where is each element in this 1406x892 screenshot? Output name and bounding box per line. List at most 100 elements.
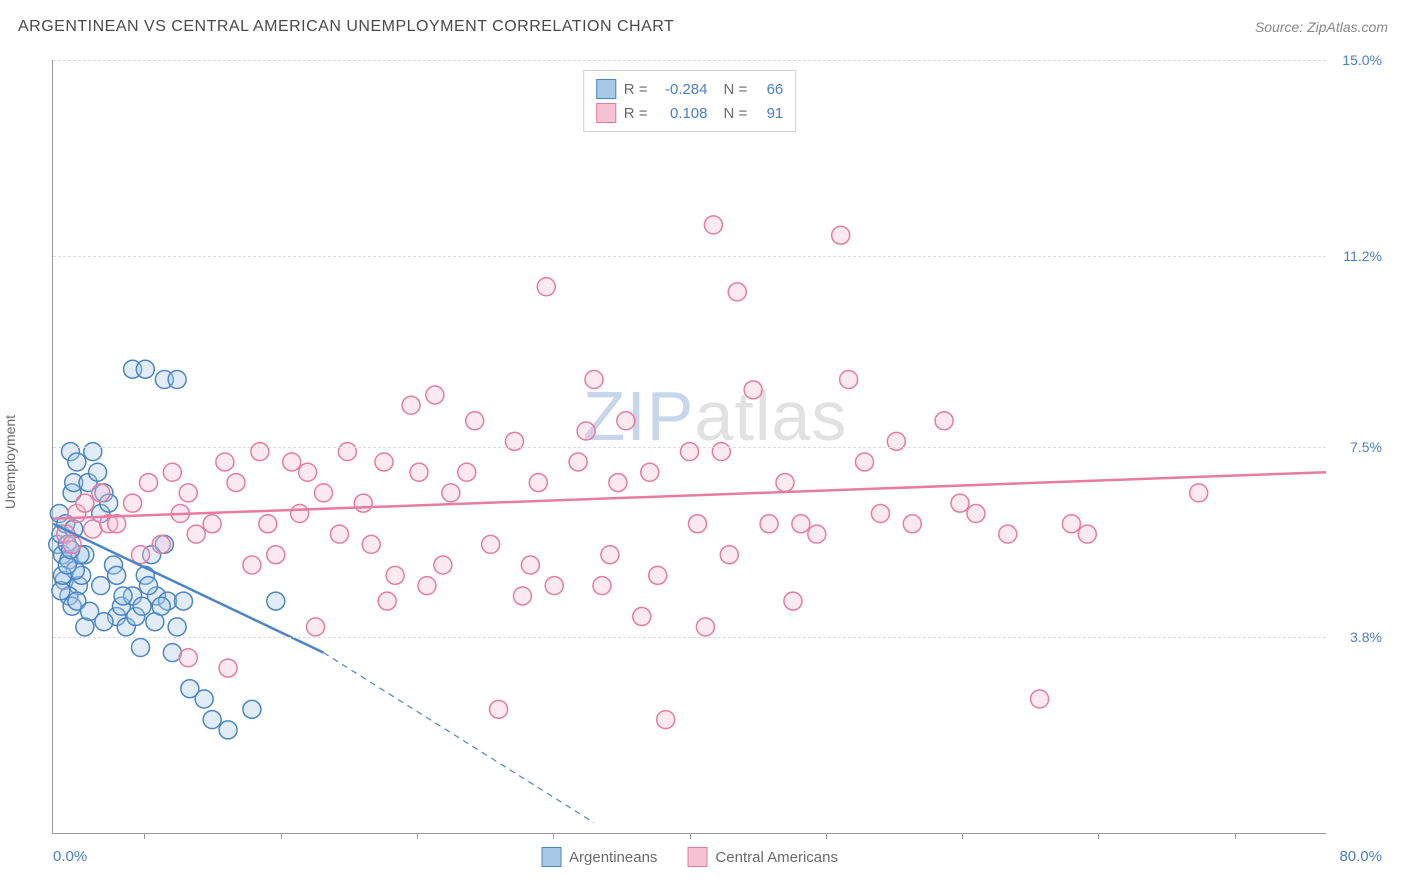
data-point — [410, 463, 428, 481]
x-tick — [281, 833, 282, 839]
data-point — [760, 515, 778, 533]
data-point — [649, 566, 667, 584]
data-point — [792, 515, 810, 533]
data-point — [259, 515, 277, 533]
data-point — [545, 577, 563, 595]
data-point — [482, 535, 500, 553]
data-point — [442, 484, 460, 502]
data-point — [63, 535, 81, 553]
data-point — [68, 453, 86, 471]
chart-title: ARGENTINEAN VS CENTRAL AMERICAN UNEMPLOY… — [18, 18, 674, 36]
data-point — [633, 608, 651, 626]
data-point — [267, 592, 285, 610]
data-point — [1190, 484, 1208, 502]
data-point — [124, 494, 142, 512]
data-point — [418, 577, 436, 595]
data-point — [108, 566, 126, 584]
data-point — [179, 484, 197, 502]
gridline — [53, 447, 1326, 448]
data-point — [133, 597, 151, 615]
data-point — [458, 463, 476, 481]
plot-area: ZIPatlas R =-0.284N =66R =0.108N =91 0.0… — [52, 60, 1326, 834]
legend-swatch — [687, 847, 707, 867]
data-point — [688, 515, 706, 533]
gridline — [53, 60, 1326, 61]
data-point — [776, 474, 794, 492]
data-point — [354, 494, 372, 512]
y-tick-label: 11.2% — [1343, 248, 1382, 264]
data-point — [712, 443, 730, 461]
data-point — [840, 371, 858, 389]
data-point — [243, 700, 261, 718]
data-point — [219, 659, 237, 677]
trend-line-dashed — [324, 653, 595, 823]
x-tick — [826, 833, 827, 839]
data-point — [426, 386, 444, 404]
bottom-legend-item: Central Americans — [687, 847, 838, 867]
data-point — [577, 422, 595, 440]
data-point — [386, 566, 404, 584]
data-point — [168, 371, 186, 389]
data-point — [76, 494, 94, 512]
data-point — [490, 700, 508, 718]
legend-series-name: Central Americans — [715, 849, 838, 866]
data-point — [95, 613, 113, 631]
legend-swatch — [541, 847, 561, 867]
data-point — [378, 592, 396, 610]
data-point — [601, 546, 619, 564]
legend-series-name: Argentineans — [569, 849, 657, 866]
x-axis-min-label: 0.0% — [53, 848, 87, 865]
data-point — [362, 535, 380, 553]
data-point — [569, 453, 587, 471]
data-point — [283, 453, 301, 471]
data-point — [832, 226, 850, 244]
source-attribution: Source: ZipAtlas.com — [1255, 19, 1388, 35]
data-point — [641, 463, 659, 481]
data-point — [808, 525, 826, 543]
y-axis-label: Unemployment — [2, 415, 18, 509]
bottom-legend: Argentineans Central Americans — [541, 847, 838, 867]
data-point — [139, 577, 157, 595]
data-point — [784, 592, 802, 610]
y-tick-label: 7.5% — [1350, 439, 1382, 455]
data-point — [999, 525, 1017, 543]
data-point — [152, 535, 170, 553]
data-point — [203, 515, 221, 533]
data-point — [1031, 690, 1049, 708]
data-point — [657, 711, 675, 729]
data-point — [537, 278, 555, 296]
x-axis-max-label: 80.0% — [1339, 848, 1382, 865]
data-point — [219, 721, 237, 739]
data-point — [617, 412, 635, 430]
data-point — [251, 443, 269, 461]
x-tick — [1235, 833, 1236, 839]
data-point — [935, 412, 953, 430]
data-point — [338, 443, 356, 461]
data-point — [132, 638, 150, 656]
x-tick — [1098, 833, 1099, 839]
data-point — [434, 556, 452, 574]
data-point — [315, 484, 333, 502]
data-point — [609, 474, 627, 492]
data-point — [299, 463, 317, 481]
data-point — [696, 618, 714, 636]
data-point — [951, 494, 969, 512]
data-point — [114, 587, 132, 605]
data-point — [243, 556, 261, 574]
data-point — [267, 546, 285, 564]
data-point — [1078, 525, 1096, 543]
data-point — [92, 484, 110, 502]
data-point — [744, 381, 762, 399]
data-point — [521, 556, 539, 574]
data-point — [871, 504, 889, 522]
data-point — [505, 432, 523, 450]
x-tick — [553, 833, 554, 839]
data-point — [163, 463, 181, 481]
data-point — [585, 371, 603, 389]
data-point — [529, 474, 547, 492]
source-name: ZipAtlas.com — [1307, 19, 1388, 35]
data-point — [291, 504, 309, 522]
data-point — [227, 474, 245, 492]
x-tick — [417, 833, 418, 839]
gridline — [53, 637, 1326, 638]
